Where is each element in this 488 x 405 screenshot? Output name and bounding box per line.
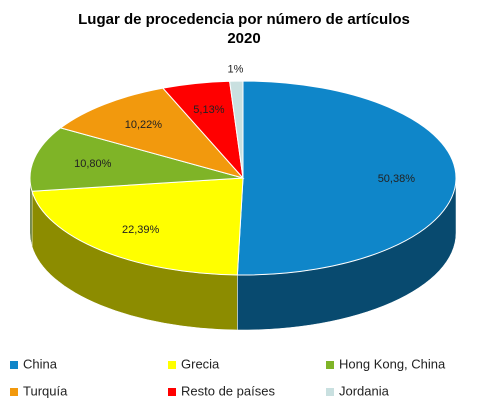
data-label: 5,13% [193,104,224,116]
data-label: 1% [228,63,244,75]
chart-subtitle: 2020 [227,30,260,47]
slice [229,80,244,179]
slice [236,80,457,276]
legend-swatch [326,361,334,369]
legend-label: Hong Kong, China [339,356,446,371]
data-label: 50,38% [378,173,416,185]
data-label: 10,22% [125,119,163,131]
chart-title: Lugar de procedencia por número de artíc… [78,11,410,28]
legend-swatch [168,388,176,396]
slice [59,87,245,179]
legend-label: China [23,356,58,371]
legend-swatch [10,388,18,396]
legend-swatch [326,388,334,396]
legend-label: Grecia [181,356,220,371]
data-label: 10,80% [74,158,112,170]
legend-swatch [10,361,18,369]
legend-label: Jordania [339,383,390,398]
legend-swatch [168,361,176,369]
data-label: 22,39% [122,224,160,236]
legend-label: Turquía [23,383,68,398]
legend-label: Resto de países [181,383,275,398]
slice [29,127,244,192]
slice [31,177,244,276]
